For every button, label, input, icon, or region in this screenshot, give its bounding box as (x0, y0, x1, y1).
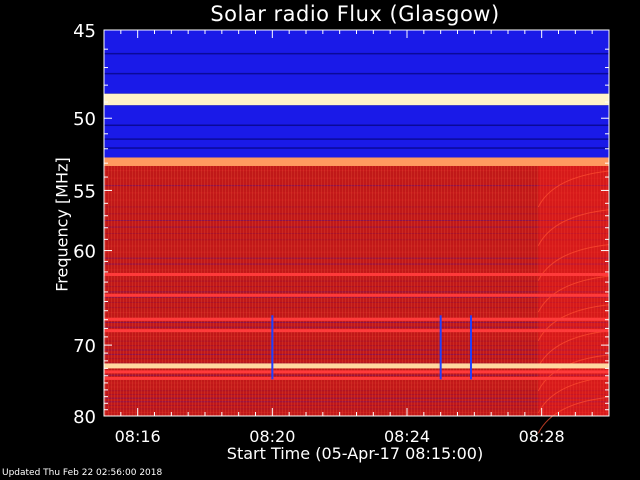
spike-line (469, 315, 472, 380)
chart-title: Solar radio Flux (Glasgow) (210, 2, 500, 26)
x-axis-label: Start Time (05-Apr-17 08:15:00) (226, 444, 484, 463)
burst-drift-line (537, 209, 610, 246)
band-blue (104, 105, 609, 158)
band-saturated (104, 93, 609, 106)
burst-region (538, 165, 609, 416)
y-tick-label: 45 (73, 21, 96, 42)
x-tick-label: 08:28 (519, 427, 565, 446)
blue-texture-line (104, 138, 609, 140)
y-tick-label: 60 (73, 242, 96, 263)
burst-drift-line (537, 396, 610, 434)
x-tick-label: 08:24 (384, 427, 430, 446)
blue-texture-line (104, 124, 609, 127)
blue-texture-line (104, 72, 609, 75)
band-bright (104, 157, 609, 166)
y-tick-label: 50 (73, 109, 96, 130)
axes: 45 50 55 60 70 80 08:16 08:20 08:24 08:28 (73, 21, 610, 446)
y-tick-label: 55 (73, 181, 96, 202)
x-tick-label: 08:16 (115, 427, 161, 446)
spike-line (439, 315, 442, 380)
band-blue (104, 30, 609, 94)
spike-line (271, 315, 274, 380)
burst-drift-line (537, 275, 610, 313)
x-tick-label: 08:20 (249, 427, 295, 446)
hot-line (104, 317, 609, 321)
hot-line (104, 329, 609, 333)
updated-timestamp: Updated Thu Feb 22 02:56:00 2018 (2, 468, 163, 478)
burst-drift-line (537, 170, 610, 208)
hot-line (104, 293, 609, 297)
blue-texture-line (104, 52, 609, 55)
hot-line (104, 370, 609, 374)
saturated-line (104, 363, 609, 369)
y-axis-label: Frequency [MHz] (52, 157, 72, 292)
burst-drift-line (537, 304, 610, 341)
spectrogram-heatmap (104, 30, 610, 434)
vertical-texture (104, 165, 609, 416)
burst-drift-line (537, 330, 610, 368)
hot-line (104, 272, 609, 276)
y-tick-label: 70 (73, 336, 96, 357)
y-tick-label: 80 (73, 407, 96, 428)
hot-line (104, 376, 609, 380)
blue-texture-line (104, 147, 609, 149)
